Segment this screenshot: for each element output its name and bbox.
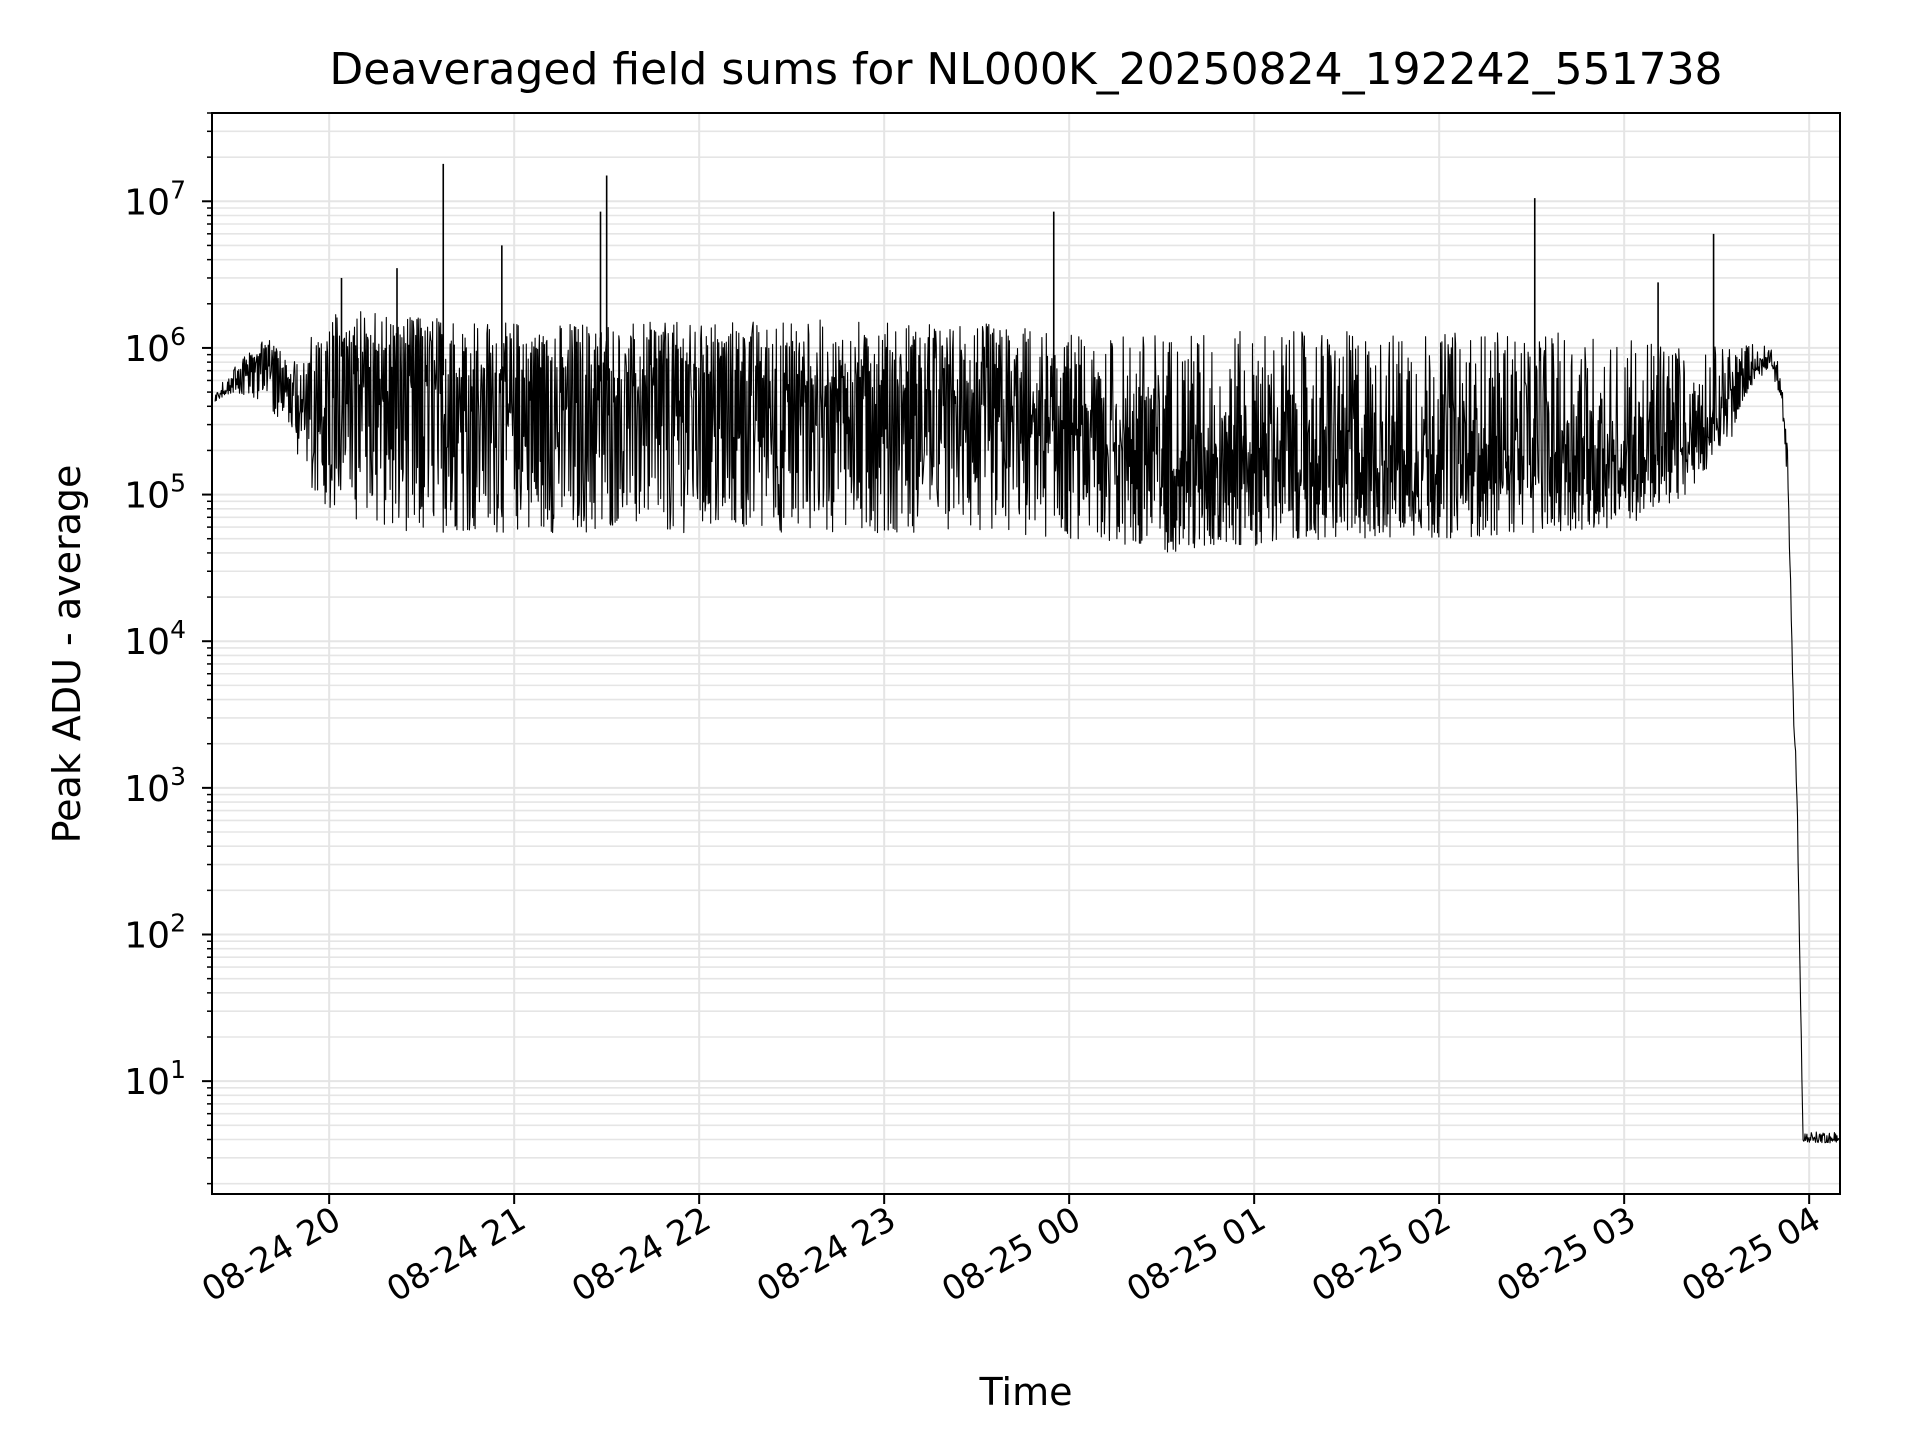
grid — [212, 112, 1840, 1194]
y-tick-label: 102 — [124, 909, 186, 957]
y-tick-label: 106 — [124, 322, 186, 370]
y-tick-label: 105 — [124, 469, 186, 517]
y-tick-label: 104 — [124, 615, 186, 663]
chart-title: Deaveraged field sums for NL000K_2025082… — [329, 44, 1722, 95]
data-series — [214, 163, 1841, 1144]
y-tick-label: 101 — [124, 1055, 186, 1103]
x-axis-label: Time — [979, 1370, 1073, 1414]
plot-frame — [211, 112, 1841, 1195]
y-tick-label: 103 — [124, 762, 186, 810]
series-line — [214, 311, 1841, 1144]
y-axis-label: Peak ADU - average — [45, 465, 89, 844]
y-tick-label: 107 — [124, 175, 186, 223]
